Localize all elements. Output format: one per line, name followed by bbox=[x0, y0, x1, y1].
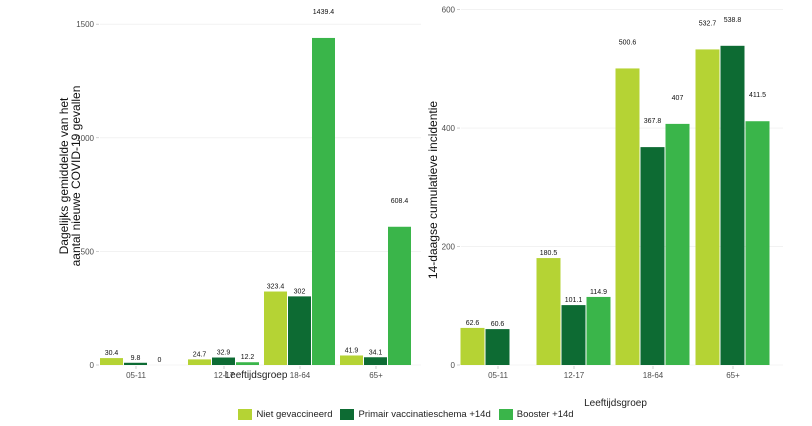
data-label: 538.8 bbox=[724, 17, 742, 24]
bar-booster-18-64 bbox=[665, 123, 690, 366]
data-label: 411.5 bbox=[749, 92, 766, 99]
data-label: 0 bbox=[158, 357, 162, 364]
x-tick-label: 18-64 bbox=[643, 371, 664, 380]
legend-label-niet-gevaccineerd: Niet gevaccineerd bbox=[256, 409, 333, 420]
y-axis-title: 14-daagse cumulatieve incidentie bbox=[426, 101, 440, 279]
bar-niet-05-11 bbox=[460, 327, 485, 365]
data-label: 101.1 bbox=[565, 297, 583, 304]
data-label: 302 bbox=[294, 288, 306, 295]
x-tick-label: 12-17 bbox=[564, 371, 585, 380]
bar-primair-65+ bbox=[364, 357, 387, 365]
data-label: 12.2 bbox=[241, 354, 255, 361]
data-label: 180.5 bbox=[540, 250, 558, 257]
bar-primair-05-11 bbox=[485, 329, 510, 365]
data-label: 367.8 bbox=[644, 118, 662, 125]
bar-niet-18-64 bbox=[264, 291, 287, 365]
bar-primair-12-17 bbox=[212, 357, 235, 365]
y-axis-title: aantal nieuwe COVID-19 gevallen bbox=[69, 86, 83, 267]
y-tick-label: 600 bbox=[442, 6, 456, 15]
data-label: 323.4 bbox=[267, 284, 285, 291]
data-label: 9.8 bbox=[131, 355, 141, 362]
legend-item-niet-gevaccineerd: Niet gevaccineerd bbox=[238, 409, 332, 420]
data-label: 608.4 bbox=[391, 198, 409, 205]
y-tick-label: 400 bbox=[442, 124, 456, 133]
bar-booster-18-64 bbox=[312, 37, 335, 365]
bar-niet-05-11 bbox=[100, 358, 123, 365]
y-tick-label: 1500 bbox=[76, 20, 94, 29]
legend-label-primair: Primair vaccinatieschema +14d bbox=[358, 409, 491, 420]
bar-niet-65+ bbox=[695, 49, 720, 366]
bar-primair-05-11 bbox=[124, 362, 147, 365]
data-label: 41.9 bbox=[345, 347, 359, 354]
bar-niet-12-17 bbox=[536, 258, 561, 365]
y-tick-label: 200 bbox=[442, 243, 456, 252]
data-label: 62.6 bbox=[466, 320, 480, 327]
x-axis-title: Leeftijdsgroep bbox=[225, 370, 288, 381]
bar-booster-12-17 bbox=[236, 362, 259, 365]
data-label: 30.4 bbox=[105, 350, 119, 357]
x-tick-label: 65+ bbox=[369, 371, 383, 380]
bar-primair-18-64 bbox=[288, 296, 311, 365]
bar-niet-12-17 bbox=[188, 359, 211, 365]
legend-item-booster: Booster +14d bbox=[498, 409, 574, 420]
y-tick-label: 500 bbox=[81, 247, 95, 256]
data-label: 114.9 bbox=[590, 289, 607, 296]
x-tick-label: 18-64 bbox=[290, 371, 311, 380]
data-label: 407 bbox=[672, 95, 684, 102]
x-tick-label: 05-11 bbox=[488, 371, 508, 380]
bar-booster-65+ bbox=[388, 226, 411, 365]
bar-booster-12-17 bbox=[586, 296, 611, 365]
data-label: 532.7 bbox=[699, 20, 717, 27]
data-label: 24.7 bbox=[193, 351, 207, 358]
y-axis-title: Dagelijks gemiddelde van het bbox=[57, 97, 71, 254]
data-label: 1439.4 bbox=[313, 9, 335, 16]
y-tick-label: 0 bbox=[451, 361, 456, 370]
bar-primair-65+ bbox=[720, 45, 745, 365]
legend-item-primair: Primair vaccinatieschema +14d bbox=[340, 409, 491, 420]
data-label: 500.6 bbox=[619, 39, 637, 46]
bar-niet-65+ bbox=[340, 355, 363, 365]
legend-swatch-primair bbox=[340, 409, 355, 420]
bar-niet-18-64 bbox=[615, 68, 640, 365]
x-tick-label: 12-17 bbox=[214, 371, 235, 380]
x-axis-title: Leeftijdsgroep bbox=[584, 398, 647, 409]
legend-swatch-booster bbox=[498, 409, 513, 420]
legend: Niet gevaccineerd Primair vaccinatiesche… bbox=[0, 409, 812, 420]
bar-primair-12-17 bbox=[561, 305, 586, 365]
legend-swatch-niet-gevaccineerd bbox=[238, 409, 253, 420]
y-tick-label: 1000 bbox=[76, 134, 94, 143]
y-tick-label: 0 bbox=[90, 361, 95, 370]
data-label: 32.9 bbox=[217, 350, 231, 357]
legend-label-booster: Booster +14d bbox=[516, 409, 574, 420]
data-label: 60.6 bbox=[491, 321, 505, 328]
x-tick-label: 05-11 bbox=[126, 371, 146, 380]
bar-primair-18-64 bbox=[640, 147, 665, 365]
bar-booster-65+ bbox=[745, 121, 770, 365]
data-label: 34.1 bbox=[369, 349, 383, 356]
x-tick-label: 65+ bbox=[726, 371, 740, 380]
